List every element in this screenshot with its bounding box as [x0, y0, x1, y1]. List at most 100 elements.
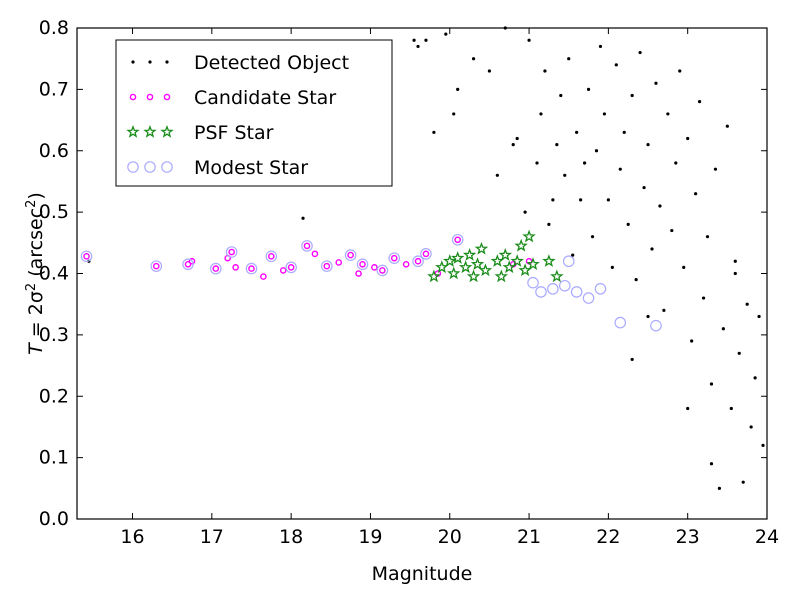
data-point — [590, 235, 595, 239]
data-point — [443, 254, 457, 267]
data-point — [502, 260, 516, 274]
data-point — [209, 262, 222, 275]
legend-marker — [129, 93, 137, 101]
data-point — [674, 161, 678, 165]
data-point — [184, 260, 192, 268]
data-point — [514, 238, 528, 252]
data-point — [598, 44, 603, 49]
data-point — [571, 253, 575, 257]
series-candidate-star — [83, 236, 533, 280]
data-point — [444, 32, 448, 36]
data-point — [690, 339, 694, 343]
data-point — [427, 269, 441, 283]
data-point — [567, 57, 571, 61]
data-point — [670, 228, 674, 233]
y-tick-label: 0.7 — [39, 78, 69, 100]
data-point — [737, 351, 741, 355]
data-point — [359, 260, 366, 268]
x-tick-label: 18 — [279, 526, 303, 548]
x-tick-label: 22 — [596, 526, 620, 548]
data-point — [575, 130, 579, 134]
data-point — [225, 246, 238, 258]
y-tick-label: 0.4 — [39, 263, 69, 285]
y-tick-label: 0.1 — [39, 447, 69, 469]
data-point — [260, 273, 267, 280]
y-tick-label: 0.2 — [39, 385, 69, 407]
data-point — [547, 222, 551, 226]
data-point — [265, 250, 278, 263]
data-point — [83, 253, 90, 260]
series-psf-star — [427, 229, 564, 283]
data-point — [495, 173, 499, 177]
data-point — [630, 357, 634, 362]
data-point — [522, 229, 536, 243]
data-point — [729, 406, 733, 411]
data-point — [414, 257, 422, 265]
legend-marker — [131, 60, 135, 64]
legend-marker — [143, 124, 157, 138]
data-point — [551, 198, 555, 202]
legend-marker — [148, 60, 152, 64]
data-point — [709, 382, 714, 386]
data-point — [582, 161, 587, 165]
data-point — [451, 233, 464, 246]
data-point — [456, 87, 460, 91]
data-point — [705, 235, 710, 239]
data-point — [526, 257, 540, 271]
data-point — [686, 136, 690, 141]
data-point — [311, 250, 319, 258]
x-tick-label: 19 — [358, 526, 382, 548]
data-point — [749, 425, 753, 429]
data-point — [80, 250, 93, 263]
legend-label: PSF Star — [194, 122, 274, 144]
data-point — [450, 251, 465, 264]
data-point — [458, 260, 473, 274]
y-tick-label: 0.6 — [39, 140, 69, 162]
data-point — [757, 314, 761, 319]
data-point — [642, 185, 646, 190]
data-point — [543, 69, 547, 73]
data-point — [188, 257, 196, 265]
data-point — [515, 136, 519, 141]
data-point — [447, 266, 461, 280]
data-point — [646, 314, 650, 319]
data-point — [245, 262, 258, 275]
data-point — [559, 93, 563, 98]
data-point — [626, 222, 630, 226]
legend: Detected Object Candidate Star PSF Star Mod… — [115, 39, 393, 187]
data-point — [335, 259, 343, 266]
data-point — [721, 327, 725, 331]
data-point — [562, 255, 575, 268]
legend-marker — [161, 161, 173, 173]
data-point — [285, 261, 297, 274]
data-point — [753, 376, 757, 380]
data-point — [388, 252, 401, 264]
data-point — [232, 264, 239, 271]
legend-marker — [146, 93, 154, 101]
data-point — [535, 161, 539, 165]
data-point — [379, 267, 386, 274]
data-point — [490, 254, 505, 267]
data-point — [610, 265, 614, 269]
data-point — [678, 69, 682, 73]
data-point — [694, 192, 698, 196]
data-point — [745, 302, 749, 306]
data-point — [602, 112, 607, 116]
y-tick-label: 0.3 — [39, 324, 69, 346]
legend-marker — [126, 124, 140, 138]
data-point — [594, 149, 599, 153]
data-point — [287, 264, 295, 271]
legend-marker — [144, 161, 156, 173]
data-point — [355, 270, 362, 277]
data-point — [301, 216, 305, 220]
legend-marker — [165, 60, 169, 64]
data-point — [630, 93, 634, 98]
data-point — [606, 198, 610, 202]
data-point — [435, 260, 449, 274]
data-point — [709, 462, 714, 466]
data-point — [558, 279, 571, 292]
data-point — [555, 143, 559, 147]
data-point — [466, 269, 481, 283]
y-axis-label: T = 2σ2 (arcsec2) — [24, 192, 48, 355]
